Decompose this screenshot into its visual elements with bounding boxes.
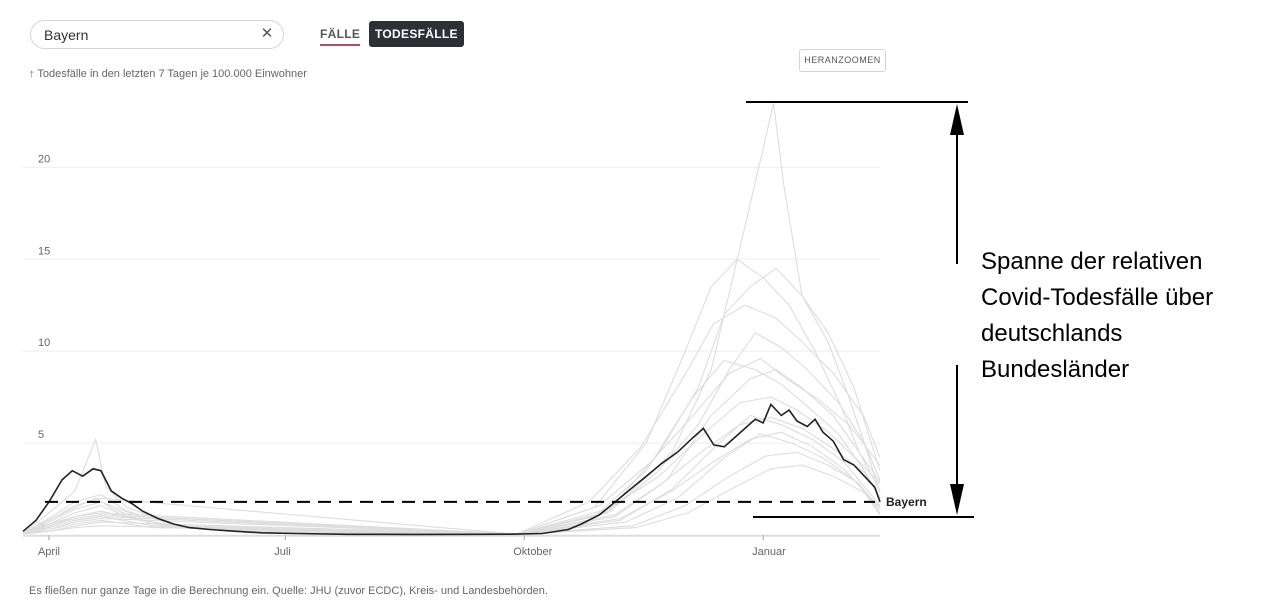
- x-tick-januar: Januar: [752, 546, 786, 558]
- series-line-9: [22, 357, 881, 535]
- arrow-up-icon: [950, 104, 964, 135]
- y-tick-15: 15: [38, 245, 50, 257]
- y-tick-5: 5: [38, 429, 44, 441]
- series-line-12: [22, 464, 881, 536]
- series-label-bayern: Bayern: [886, 495, 927, 509]
- x-ticks: April Juli Oktober Januar: [23, 535, 880, 558]
- series-line-8: [22, 451, 881, 535]
- x-tick-oktober: Oktober: [513, 546, 552, 558]
- series-line-10: [22, 431, 881, 535]
- series-line-3: [22, 368, 881, 535]
- tab-todesfaelle[interactable]: TODESFÄLLE: [369, 21, 464, 47]
- series-line-13: [22, 304, 881, 535]
- close-icon[interactable]: ✕: [260, 25, 274, 42]
- annotation-line-2: Covid-Todesfälle über: [981, 284, 1214, 311]
- annotation-line-1: Spanne der relativen: [981, 248, 1203, 275]
- search-box[interactable]: ✕: [30, 20, 284, 49]
- grid: [23, 166, 880, 536]
- footer-source: Es fließen nur ganze Tage in die Berechn…: [29, 585, 548, 597]
- range-annotation-text: Spanne der relativen Covid-Todesfälle üb…: [981, 244, 1213, 388]
- x-tick-juli: Juli: [274, 546, 291, 558]
- series-line-7: [22, 396, 881, 535]
- annotation-line-3: deutschlands: [981, 320, 1123, 347]
- series-line-11: [22, 332, 881, 535]
- series-line-4: [22, 359, 881, 535]
- y-axis-label: ↑ Todesfälle in den letzten 7 Tagen je 1…: [29, 68, 307, 80]
- annotation-line-4: Bundesländer: [981, 356, 1130, 383]
- tab-underline: [320, 44, 361, 46]
- series-line-1: [22, 258, 881, 535]
- zoom-button[interactable]: HERANZOOMEN: [799, 49, 886, 72]
- x-tick-april: April: [38, 546, 60, 558]
- y-tick-10: 10: [38, 337, 50, 349]
- series-line-bayern: [22, 403, 881, 536]
- series-line-6: [22, 433, 881, 535]
- range-annotation: [45, 101, 974, 518]
- search-input[interactable]: [44, 25, 249, 45]
- y-tick-20: 20: [38, 153, 50, 165]
- series-line-14: [22, 416, 881, 535]
- tab-faelle[interactable]: FÄLLE: [320, 21, 361, 47]
- tab-faelle-label: FÄLLE: [320, 27, 361, 41]
- arrow-down-icon: [950, 484, 964, 515]
- tab-todesfaelle-label: TODESFÄLLE: [375, 27, 458, 41]
- highlight-series: Bayern: [22, 403, 927, 536]
